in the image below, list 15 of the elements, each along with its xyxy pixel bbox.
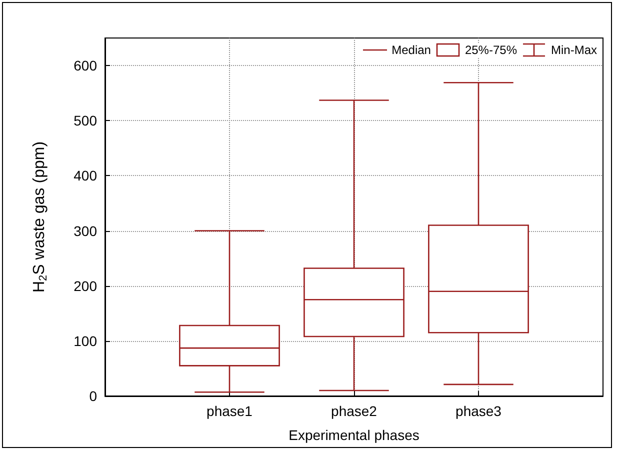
annotation: 25%-75%	[464, 43, 517, 57]
y-tick-label: 200	[74, 278, 98, 294]
y-tick-label: 600	[74, 58, 98, 74]
x-axis-title: Experimental phases	[288, 427, 420, 443]
annotation: Min-Max	[550, 43, 597, 57]
x-tick-label: phase2	[331, 403, 378, 419]
y-tick-label: 0	[89, 388, 98, 404]
x-tick-label: phase3	[456, 403, 502, 419]
x-tick-label: phase1	[206, 403, 253, 419]
y-axis-title: H2S waste gas (ppm)	[31, 141, 50, 293]
annotation: Median	[392, 43, 431, 57]
y-tick-label: 100	[74, 332, 98, 349]
y-tick-label: 300	[74, 222, 98, 239]
y-tick-label: 400	[74, 168, 98, 184]
y-tick-label: 500	[74, 112, 98, 129]
